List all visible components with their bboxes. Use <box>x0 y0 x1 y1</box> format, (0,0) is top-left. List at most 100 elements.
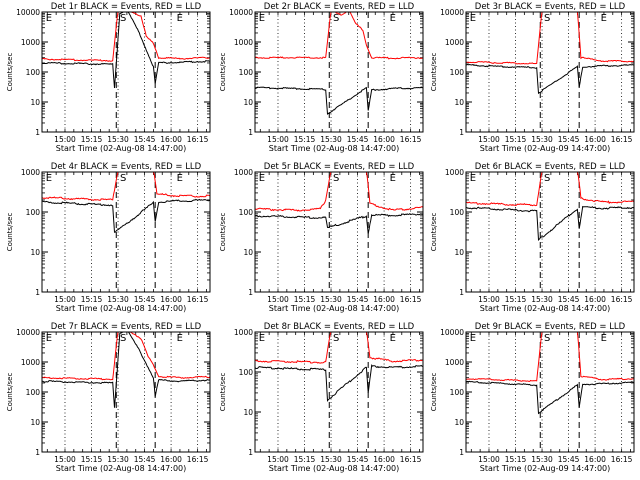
x-axis-label: Start Time (02-Aug-08 14:47:00) <box>56 464 187 473</box>
panel-det-8r: Det 8r BLACK = Events, RED = LLD 15:00 15:… <box>219 322 424 473</box>
y-tick-label: 10 <box>243 98 253 107</box>
panel-title: Det 6r BLACK = Events, RED = LLD <box>475 162 626 172</box>
x-tick-label: 15:15 <box>81 455 103 464</box>
series-events-line <box>254 86 424 115</box>
x-tick-label: 16:00 <box>373 295 395 304</box>
series-events-line <box>41 198 211 233</box>
plot-frame <box>465 11 635 133</box>
y-tick-label: 1000 <box>445 38 464 47</box>
panel-title: Det 1r BLACK = Events, RED = LLD <box>51 2 202 12</box>
x-tick-label: 15:30 <box>107 455 129 464</box>
event-marker-label: S <box>544 333 550 344</box>
event-marker-label: S <box>120 333 126 344</box>
y-tick-label: 1 <box>459 288 464 297</box>
panel-det-1r: Det 1r BLACK = Events, RED = LLD 15:00 15:… <box>6 2 211 153</box>
panel-det-5r: Det 5r BLACK = Events, RED = LLD 15:00 15:… <box>219 162 424 313</box>
y-tick-label: 1000 <box>21 38 40 47</box>
y-tick-label: 100 <box>239 68 254 77</box>
event-marker-label: E <box>390 13 396 24</box>
series-events-line <box>466 205 635 241</box>
x-tick-label: 15:00 <box>54 455 76 464</box>
y-tick-label: 1000 <box>21 168 40 177</box>
y-tick-label: 100 <box>26 388 41 397</box>
series-events-line <box>465 63 635 95</box>
panel-title: Det 2r BLACK = Events, RED = LLD <box>264 2 415 12</box>
y-axis-label: Counts/sec <box>219 373 227 412</box>
x-tick-label: 16:00 <box>584 295 606 304</box>
y-tick-label: 1000 <box>445 168 464 177</box>
x-tick-label: 15:45 <box>558 455 580 464</box>
x-tick-label: 15:15 <box>81 295 103 304</box>
y-axis-label: Counts/sec <box>430 213 438 252</box>
panel-det-3r: Det 3r BLACK = Events, RED = LLD 15:00 15:… <box>430 2 635 153</box>
x-tick-label: 15:45 <box>134 295 156 304</box>
y-tick-label: 10 <box>243 408 253 417</box>
y-axis-label: Counts/sec <box>6 213 14 252</box>
x-tick-label: 16:15 <box>400 135 422 144</box>
event-marker-label: E <box>390 333 396 344</box>
x-tick-label: 15:15 <box>81 135 103 144</box>
x-tick-label: 15:30 <box>531 135 553 144</box>
panel-title: Det 7r BLACK = Events, RED = LLD <box>51 322 202 332</box>
x-tick-label: 16:15 <box>187 295 209 304</box>
y-tick-label: 10 <box>243 248 253 257</box>
x-tick-label: 16:15 <box>611 135 633 144</box>
x-tick-label: 15:00 <box>54 135 76 144</box>
event-marker-label: E <box>259 173 265 184</box>
y-tick-label: 10000 <box>440 8 464 17</box>
x-tick-label: 16:15 <box>611 455 633 464</box>
x-tick-label: 15:00 <box>267 455 289 464</box>
event-marker-label: S <box>333 173 339 184</box>
series-events-line <box>254 213 424 234</box>
y-tick-label: 100 <box>26 68 41 77</box>
y-tick-label: 1 <box>35 128 40 137</box>
y-axis-label: Counts/sec <box>6 53 14 92</box>
y-axis-label: Counts/sec <box>430 373 438 412</box>
x-tick-label: 15:00 <box>267 295 289 304</box>
plot-frame <box>465 171 635 293</box>
x-tick-label: 16:00 <box>160 135 182 144</box>
panel-title: Det 3r BLACK = Events, RED = LLD <box>475 2 626 12</box>
x-tick-label: 15:45 <box>347 135 369 144</box>
x-tick-label: 16:00 <box>160 295 182 304</box>
event-marker-label: E <box>259 333 265 344</box>
event-marker-label: E <box>601 13 607 24</box>
event-marker-label: S <box>120 173 126 184</box>
series-events-line <box>465 380 635 415</box>
y-axis-label: Counts/sec <box>219 53 227 92</box>
panel-title: Det 4r BLACK = Events, RED = LLD <box>51 162 202 172</box>
event-marker-label: S <box>333 333 339 344</box>
plot-frame <box>254 171 424 293</box>
x-tick-label: 15:45 <box>134 455 156 464</box>
plot-frame <box>41 331 211 453</box>
y-tick-label: 100 <box>450 68 465 77</box>
x-tick-label: 16:00 <box>373 135 395 144</box>
event-marker-label: S <box>120 13 126 24</box>
event-marker-label: E <box>601 333 607 344</box>
y-tick-label: 10 <box>454 418 464 427</box>
y-tick-label: 1 <box>459 128 464 137</box>
series-events-line <box>254 364 423 403</box>
x-tick-label: 15:00 <box>478 295 500 304</box>
y-axis-label: Counts/sec <box>430 53 438 92</box>
plot-frame <box>254 331 424 453</box>
x-tick-label: 15:15 <box>505 455 527 464</box>
y-tick-label: 100 <box>450 208 465 217</box>
y-axis-label: Counts/sec <box>219 213 227 252</box>
x-tick-label: 15:30 <box>320 455 342 464</box>
panel-det-7r: Det 7r BLACK = Events, RED = LLD 15:00 15:… <box>6 322 211 473</box>
y-tick-label: 10000 <box>440 328 464 337</box>
panel-title: Det 8r BLACK = Events, RED = LLD <box>264 322 415 332</box>
x-axis-label: Start Time (02-Aug-08 14:47:00) <box>269 144 400 153</box>
x-axis-label: Start Time (02-Aug-08 14:47:00) <box>56 304 187 313</box>
plot-frame <box>465 331 635 453</box>
y-tick-label: 100 <box>26 208 41 217</box>
event-marker-label: E <box>601 173 607 184</box>
panel-det-4r: Det 4r BLACK = Events, RED = LLD 15:00 15:… <box>6 162 211 313</box>
x-tick-label: 15:30 <box>107 135 129 144</box>
event-marker-label: E <box>470 13 476 24</box>
event-marker-label: E <box>259 13 265 24</box>
x-tick-label: 15:30 <box>531 455 553 464</box>
y-tick-label: 10 <box>454 98 464 107</box>
